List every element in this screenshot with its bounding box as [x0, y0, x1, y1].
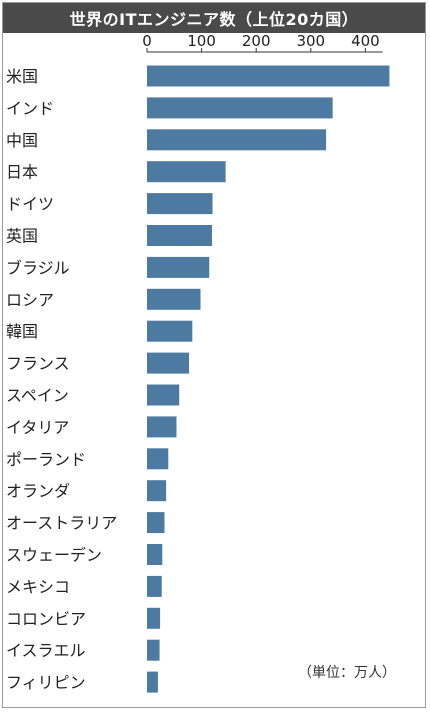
bar [147, 97, 333, 119]
category-label: イスラエル [6, 641, 86, 660]
bar [147, 639, 160, 661]
bar [147, 320, 193, 342]
category-label: 米国 [6, 67, 38, 86]
chart-title: 世界のITエンジニア数（上位20カ国） [3, 3, 425, 33]
category-label: オランダ [6, 482, 70, 501]
category-label: ドイツ [6, 195, 54, 214]
category-label: インド [6, 99, 54, 118]
category-label: ブラジル [6, 258, 70, 277]
x-tick-label: 400 [351, 32, 380, 50]
bar [147, 384, 180, 406]
bar [147, 193, 213, 215]
x-tick-label: 0 [142, 32, 152, 50]
bar [147, 448, 169, 470]
bar [147, 671, 158, 693]
category-label: 韓国 [6, 322, 38, 341]
bar [147, 416, 177, 438]
x-tick-label: 200 [242, 32, 271, 50]
bar [147, 225, 212, 246]
bar [147, 480, 167, 502]
bar [147, 129, 327, 151]
x-tick-label: 300 [296, 32, 325, 50]
bar [147, 161, 226, 183]
bar [147, 352, 190, 374]
bar [147, 288, 201, 310]
chart-frame: 世界のITエンジニア数（上位20カ国） [2, 2, 426, 708]
category-label: フランス [6, 354, 70, 373]
bar [147, 575, 162, 597]
bar [147, 607, 161, 629]
category-label: 中国 [6, 131, 38, 150]
bar [147, 512, 165, 534]
category-label: フィリピン [6, 673, 86, 692]
category-label: スペイン [6, 386, 69, 405]
x-tick-label: 100 [187, 32, 216, 50]
category-label: 日本 [6, 163, 38, 182]
category-label: メキシコ [6, 577, 70, 596]
category-label: 英国 [6, 227, 38, 246]
category-label: オーストラリア [6, 514, 117, 533]
bar [147, 544, 163, 565]
unit-note: （単位：万人） [298, 665, 396, 681]
category-label: ロシア [6, 290, 54, 309]
category-label: ポーランド [6, 450, 86, 469]
category-label: コロンビア [6, 609, 86, 628]
category-label: イタリア [6, 418, 69, 437]
category-label: スウェーデン [6, 546, 102, 565]
bar [147, 256, 210, 278]
bar [147, 65, 390, 87]
